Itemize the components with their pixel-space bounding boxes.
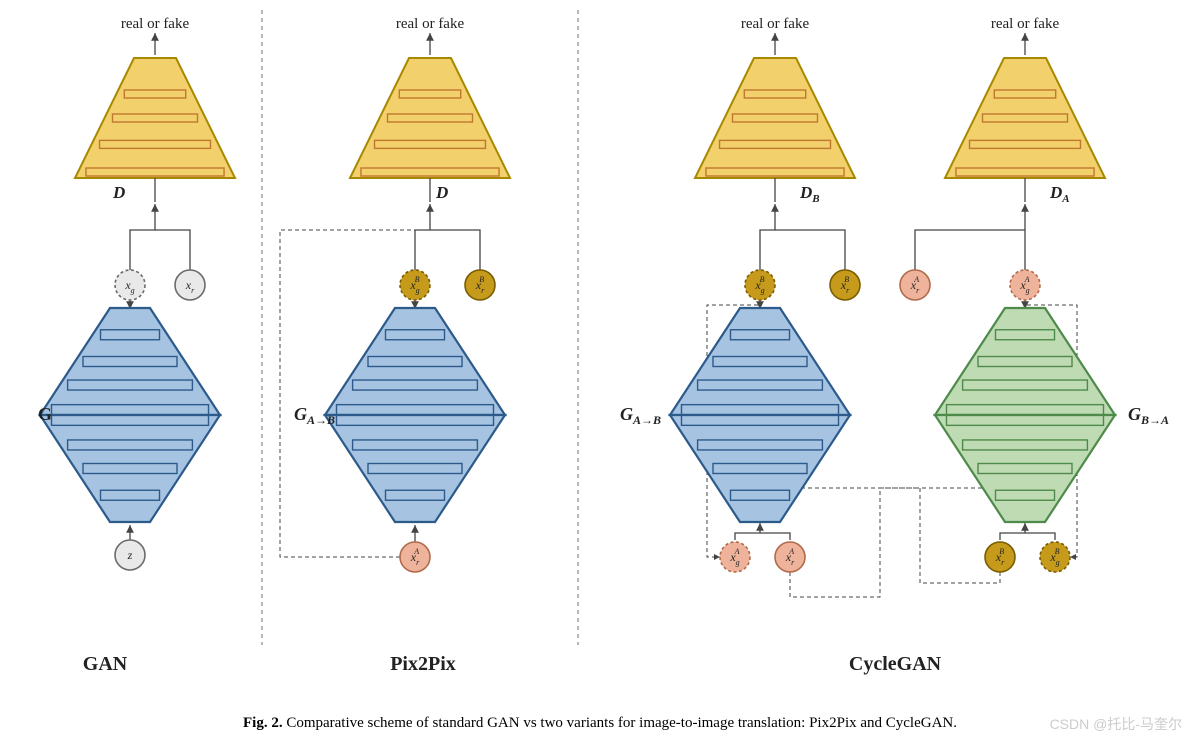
edge xyxy=(760,204,775,270)
edge xyxy=(415,204,430,270)
edge xyxy=(130,204,155,270)
label-rof4: real or fake xyxy=(991,16,1060,32)
generator xyxy=(40,308,220,522)
label-DA: DA xyxy=(1049,183,1070,205)
data-node: xgB xyxy=(745,270,775,300)
label-GAB2: GA→B xyxy=(620,404,661,427)
edge xyxy=(1025,533,1055,540)
edge xyxy=(760,533,790,540)
data-node: xrB xyxy=(830,270,860,300)
edge xyxy=(915,230,1025,270)
edge xyxy=(155,230,190,270)
data-node: xrA xyxy=(775,542,805,572)
data-node: xgA xyxy=(1010,270,1040,300)
label-rof3: real or fake xyxy=(741,16,810,32)
label-title3: CycleGAN xyxy=(849,653,942,675)
data-node: xrB xyxy=(465,270,495,300)
caption-text: Comparative scheme of standard GAN vs tw… xyxy=(283,715,957,731)
diagram-svg: xgxr z xgB xrB xrA xgB xrB xrA xgA xgA xrA xrB xgB re… xyxy=(0,0,1200,700)
discriminator xyxy=(695,58,855,202)
label-rof1: real or fake xyxy=(121,16,190,32)
edge xyxy=(775,230,845,270)
edge xyxy=(430,230,480,270)
label-title2: Pix2Pix xyxy=(390,653,456,675)
label-D2: D xyxy=(435,183,448,202)
generator xyxy=(935,308,1115,522)
data-node: xrB xyxy=(985,542,1015,572)
discriminator xyxy=(350,58,510,202)
discriminator xyxy=(75,58,235,202)
caption-label: Fig. 2. xyxy=(243,715,283,731)
figure-wrapper: xgxr z xgB xrB xrA xgB xrB xrA xgA xgA xrA xrB xgB re… xyxy=(0,0,1200,752)
generator xyxy=(670,308,850,522)
label-title1: GAN xyxy=(83,653,128,675)
data-node: xrA xyxy=(400,542,430,572)
data-node: xrA xyxy=(900,270,930,300)
figure-caption: Fig. 2. Comparative scheme of standard G… xyxy=(0,705,1200,752)
data-node: xgB xyxy=(1040,542,1070,572)
svg-text:z: z xyxy=(127,548,133,562)
edge xyxy=(735,523,760,540)
data-node: xr xyxy=(175,270,205,300)
label-D1: D xyxy=(112,183,125,202)
label-G1: G xyxy=(38,404,52,424)
data-node: xg xyxy=(115,270,145,300)
edge xyxy=(1000,523,1025,540)
dashed-edge xyxy=(785,488,1000,583)
label-rof2: real or fake xyxy=(396,16,465,32)
generator xyxy=(325,308,505,522)
label-GBA: GB→A xyxy=(1128,404,1169,427)
dashed-edge xyxy=(790,488,1003,597)
label-DB: DB xyxy=(799,183,820,205)
discriminator xyxy=(945,58,1105,202)
data-node: z xyxy=(115,540,145,570)
data-node: xgB xyxy=(400,270,430,300)
data-node: xgA xyxy=(720,542,750,572)
